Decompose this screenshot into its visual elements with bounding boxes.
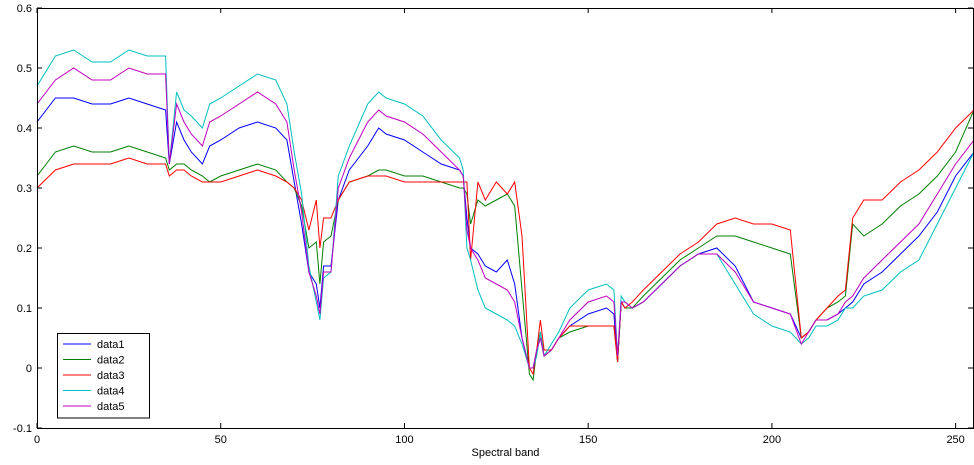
- y-tick-label: 0: [26, 363, 32, 375]
- legend: data1 data2 data3 data4 data5: [57, 333, 150, 419]
- y-tick-label: 0.3: [17, 183, 32, 195]
- series-line-data5: [36, 67, 974, 369]
- y-tick-label: 0.1: [17, 303, 32, 315]
- legend-label-data5: data5: [97, 401, 125, 413]
- series-line-data4: [36, 49, 974, 369]
- legend-label-data1: data1: [97, 339, 125, 351]
- x-tick-label: 250: [946, 434, 964, 446]
- series-line-data1: [36, 97, 974, 369]
- x-tick-label: 0: [34, 434, 40, 446]
- x-tick-label: 50: [215, 434, 227, 446]
- x-tick-label: 100: [395, 434, 413, 446]
- y-tick-label: 0.5: [17, 63, 32, 75]
- x-tick-label: 200: [763, 434, 781, 446]
- y-tick-label: 0.6: [17, 3, 32, 15]
- axis-ticks: 0 50 100 150 200 250-0.100.10.20.30.40.50.6: [13, 3, 973, 446]
- legend-label-data3: data3: [97, 370, 125, 382]
- legend-label-data4: data4: [97, 386, 125, 398]
- y-tick-label: 0.4: [17, 123, 32, 135]
- y-tick-label: -0.1: [13, 423, 32, 435]
- legend-box: [57, 333, 150, 419]
- x-tick-label: 150: [579, 434, 597, 446]
- y-tick-label: 0.2: [17, 243, 32, 255]
- series-lines: [36, 49, 974, 382]
- x-axis-label: Spectral band: [472, 447, 540, 459]
- series-line-data2: [36, 109, 974, 382]
- series-line-data3: [36, 109, 974, 376]
- plot-frame: [37, 8, 974, 429]
- legend-label-data2: data2: [97, 355, 125, 367]
